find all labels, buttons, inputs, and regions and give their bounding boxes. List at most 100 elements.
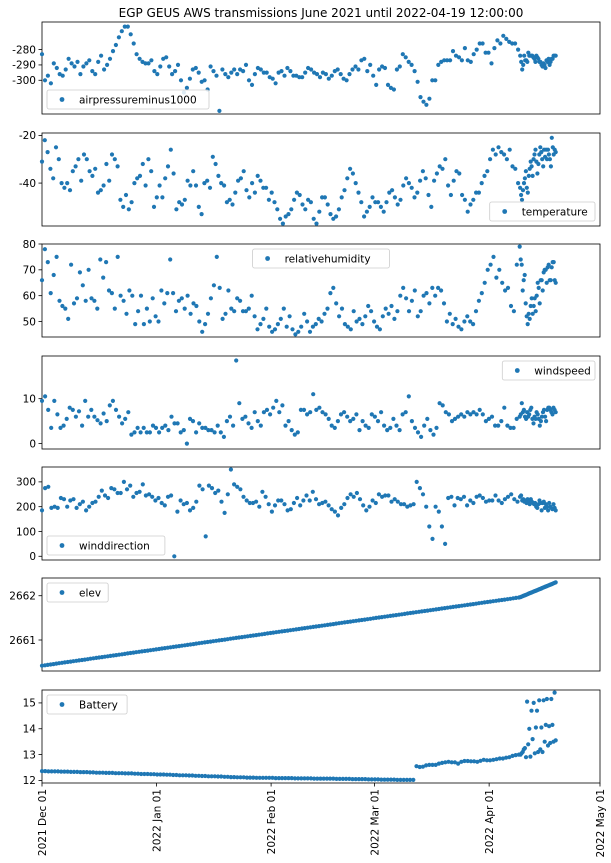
- y-tick-label: 80: [23, 239, 36, 251]
- data-point: [210, 154, 215, 159]
- data-point: [179, 202, 185, 207]
- data-point: [363, 423, 368, 428]
- data-point: [74, 296, 80, 301]
- data-point: [406, 181, 411, 186]
- data-point: [194, 499, 199, 504]
- data-point: [73, 164, 78, 169]
- data-point: [250, 181, 255, 186]
- data-point: [148, 772, 153, 777]
- data-point: [415, 314, 420, 319]
- data-point: [143, 61, 148, 66]
- data-point: [360, 777, 365, 782]
- data-point: [227, 197, 232, 202]
- data-point: [86, 414, 91, 419]
- data-point: [415, 190, 420, 195]
- data-point: [544, 157, 550, 162]
- data-point: [383, 493, 388, 498]
- data-point: [251, 775, 256, 780]
- data-point: [112, 487, 117, 492]
- data-point: [474, 47, 479, 52]
- data-point: [280, 403, 285, 408]
- data-point: [353, 181, 358, 186]
- data-point: [536, 161, 541, 167]
- data-point: [51, 176, 56, 181]
- data-point: [219, 774, 224, 779]
- data-point: [252, 410, 257, 415]
- data-point: [142, 771, 147, 777]
- panel-airpressureminus1000: -280 -290 -300 airpressureminus1000: [12, 21, 601, 115]
- data-point: [257, 504, 262, 509]
- data-point: [109, 291, 114, 296]
- data-point: [370, 498, 375, 503]
- data-point: [487, 498, 492, 503]
- data-point: [334, 776, 339, 782]
- data-point: [539, 725, 544, 730]
- data-point: [427, 524, 432, 529]
- data-point: [519, 59, 524, 64]
- data-point: [436, 62, 441, 67]
- data-point: [433, 504, 438, 509]
- data-point: [375, 419, 381, 424]
- data-point: [395, 499, 400, 504]
- data-point: [123, 416, 128, 421]
- data-point: [457, 171, 462, 176]
- data-point: [72, 64, 77, 69]
- data-point: [397, 428, 402, 433]
- data-point: [540, 157, 545, 162]
- legend-box: [46, 694, 128, 715]
- data-point: [89, 407, 94, 412]
- data-point: [260, 489, 265, 494]
- data-point: [351, 416, 356, 421]
- data-point: [106, 495, 111, 501]
- data-point: [417, 486, 422, 491]
- data-point: [212, 774, 217, 779]
- data-point: [176, 298, 181, 303]
- data-point: [381, 209, 386, 214]
- legend-marker: [59, 590, 65, 595]
- data-point: [459, 412, 464, 417]
- data-point: [51, 272, 56, 278]
- data-point: [336, 207, 341, 212]
- data-point: [45, 260, 50, 265]
- data-point: [533, 500, 538, 506]
- data-point: [531, 303, 536, 309]
- data-point: [300, 202, 305, 207]
- data-point: [342, 502, 347, 507]
- data-point: [440, 403, 445, 408]
- data-point: [485, 267, 490, 272]
- data-point: [194, 430, 199, 435]
- data-point: [441, 301, 447, 306]
- data-point: [58, 425, 63, 430]
- data-point: [328, 776, 333, 781]
- data-point: [235, 484, 240, 489]
- x-tick-label: 2022 May 01: [595, 789, 607, 857]
- data-point: [135, 771, 141, 776]
- x-tick-label: 2021 Dec 01: [37, 789, 49, 856]
- data-point: [502, 152, 507, 157]
- data-point: [415, 79, 420, 84]
- data-point: [187, 508, 193, 513]
- data-point: [209, 774, 214, 779]
- data-point: [366, 425, 371, 430]
- data-point: [79, 178, 84, 183]
- data-point: [43, 394, 48, 399]
- data-point: [312, 776, 317, 781]
- y-tick-label: -280: [12, 44, 36, 56]
- data-point: [544, 504, 550, 509]
- data-point: [356, 190, 361, 195]
- data-point: [104, 419, 109, 424]
- data-point: [291, 73, 296, 78]
- data-point: [523, 301, 528, 306]
- data-point: [202, 181, 207, 186]
- data-point: [225, 774, 230, 779]
- data-point: [273, 81, 278, 86]
- data-point: [206, 483, 211, 488]
- data-point: [398, 197, 403, 202]
- legend-box: [501, 360, 596, 381]
- data-point: [132, 181, 137, 186]
- y-tick-label: 2661: [9, 635, 36, 647]
- data-point: [548, 278, 553, 283]
- data-point: [121, 204, 126, 209]
- data-point: [75, 769, 80, 775]
- data-point: [363, 777, 368, 782]
